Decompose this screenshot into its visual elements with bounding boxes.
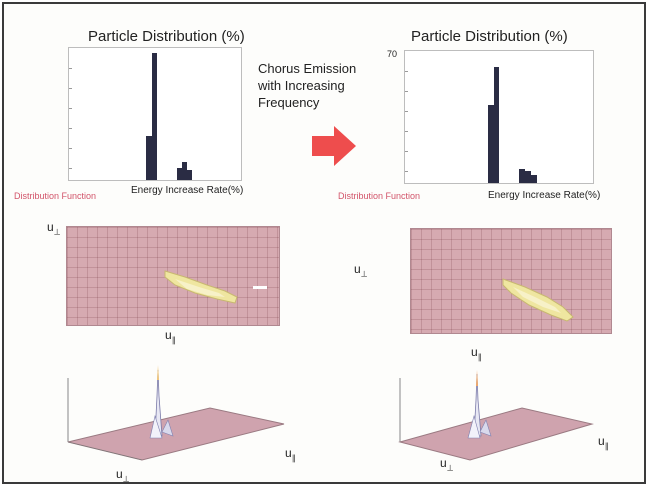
left-bar-1 <box>146 136 152 180</box>
right-contour-panel <box>410 228 612 334</box>
right-contour-uperp: u⊥ <box>354 262 368 279</box>
left-bar-2 <box>152 53 157 180</box>
left-contour-panel <box>66 226 280 326</box>
right-3d-upar: u∥ <box>598 434 609 451</box>
right-bottom-upar: u∥ <box>471 345 482 362</box>
right-bar-3 <box>519 169 525 183</box>
right-contour-shape <box>502 278 574 322</box>
left-contour-shape <box>164 270 267 304</box>
right-bar-2 <box>494 67 499 183</box>
left-bar-5 <box>187 170 192 180</box>
right-histogram <box>404 50 594 184</box>
chorus-emission-caption: Chorus Emission with Increasing Frequenc… <box>258 61 357 110</box>
right-distribution-label: Distribution Function <box>338 191 421 201</box>
left-xlabel: Energy Increase Rate(%) <box>131 185 244 196</box>
right-bar-4 <box>525 171 531 183</box>
left-histogram-title: Particle Distribution (%) <box>88 28 245 45</box>
left-histogram <box>68 47 242 181</box>
right-xlabel: Energy Increase Rate(%) <box>488 190 601 201</box>
right-histogram-ymax: 70 <box>387 49 398 59</box>
right-bar-1 <box>488 105 494 183</box>
left-bottom-upar: u∥ <box>165 328 176 345</box>
right-bar-5 <box>531 175 537 183</box>
left-top-uperp: u⊥ <box>47 220 61 237</box>
right-histogram-title: Particle Distribution (%) <box>411 28 568 45</box>
left-bar-4 <box>182 162 187 180</box>
right-3d-uperp: u⊥ <box>440 456 454 473</box>
left-3d-uperp: u⊥ <box>116 467 130 484</box>
left-3d-upar: u∥ <box>285 446 296 463</box>
left-distribution-label: Distribution Function <box>14 191 97 201</box>
right-3d-surface <box>398 370 594 461</box>
left-3d-surface <box>67 365 285 461</box>
left-bar-3 <box>177 168 182 180</box>
right-arrow-icon <box>312 126 356 166</box>
